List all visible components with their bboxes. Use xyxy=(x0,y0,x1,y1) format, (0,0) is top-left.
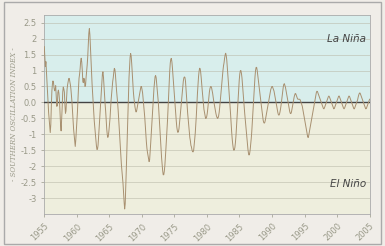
Y-axis label: - SOUTHERN OSCILLATION INDEX -: - SOUTHERN OSCILLATION INDEX - xyxy=(10,47,18,181)
Text: El Niño: El Niño xyxy=(330,179,367,189)
Text: La Niña: La Niña xyxy=(327,34,367,44)
Bar xyxy=(44,15,370,102)
